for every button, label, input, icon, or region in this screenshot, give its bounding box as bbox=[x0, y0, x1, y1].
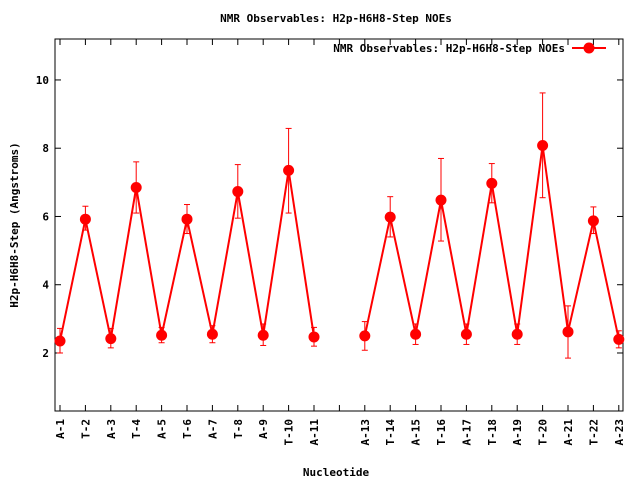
x-tick-label: T-16 bbox=[435, 419, 448, 446]
x-tick-label: A-7 bbox=[206, 419, 219, 439]
x-tick-label: T-4 bbox=[130, 419, 143, 439]
x-tick-label: A-13 bbox=[359, 419, 372, 446]
data-point bbox=[105, 333, 117, 345]
x-axis-label: Nucleotide bbox=[303, 466, 370, 479]
x-tick-label: A-11 bbox=[308, 419, 321, 446]
y-tick-label: 2 bbox=[42, 347, 49, 360]
data-point bbox=[181, 213, 193, 225]
data-point bbox=[206, 328, 218, 340]
plot-frame bbox=[54, 38, 624, 412]
x-tick-label: A-19 bbox=[511, 419, 524, 446]
x-tick-label: A-15 bbox=[410, 419, 423, 446]
data-point bbox=[460, 328, 472, 340]
data-point bbox=[54, 335, 66, 347]
y-tick-label: 4 bbox=[42, 279, 49, 292]
x-tick-label: A-1 bbox=[54, 419, 67, 439]
data-point bbox=[156, 329, 168, 341]
y-axis: 2 4 6 8 10 bbox=[36, 74, 623, 360]
x-tick-label: T-2 bbox=[79, 419, 92, 439]
y-tick-label: 8 bbox=[42, 142, 49, 155]
data-point bbox=[308, 331, 320, 343]
data-point bbox=[283, 164, 295, 176]
x-tick-label: A-9 bbox=[257, 419, 270, 439]
data-point bbox=[486, 177, 498, 189]
data-point bbox=[562, 326, 574, 338]
x-axis: A-1 T-2 A-3 T-4 A-5 T-6 A-7 T-8 A-9 T-10 A-11 A-13 T… bbox=[54, 39, 626, 446]
data-point bbox=[130, 181, 142, 193]
x-tick-label: A-3 bbox=[105, 419, 118, 439]
x-tick-label: T-18 bbox=[486, 419, 499, 446]
data-point bbox=[511, 328, 523, 340]
x-tick-label: T-6 bbox=[181, 419, 194, 439]
legend: NMR Observables: H2p-H6H8-Step NOEs bbox=[333, 42, 606, 55]
x-tick-label: T-20 bbox=[537, 419, 550, 446]
x-tick-label: A-17 bbox=[460, 419, 473, 446]
x-tick-label: A-21 bbox=[562, 419, 575, 446]
x-tick-label: T-22 bbox=[587, 419, 600, 446]
data-point bbox=[537, 139, 549, 151]
data-point bbox=[232, 186, 244, 198]
legend-label: NMR Observables: H2p-H6H8-Step NOEs bbox=[333, 42, 565, 55]
legend-marker-swatch bbox=[583, 42, 595, 54]
y-tick-label: 10 bbox=[36, 74, 49, 87]
data-point bbox=[257, 329, 269, 341]
y-tick-label: 6 bbox=[42, 210, 49, 223]
data-point bbox=[79, 213, 91, 225]
data-point bbox=[384, 211, 396, 223]
x-tick-label: T-8 bbox=[232, 419, 245, 439]
x-tick-label: A-5 bbox=[156, 419, 169, 439]
x-tick-label: T-14 bbox=[384, 419, 397, 446]
x-tick-label: A-23 bbox=[613, 419, 626, 446]
y-axis-label: H2p-H6H8-Step (Angstroms) bbox=[8, 142, 21, 308]
data-point bbox=[410, 328, 422, 340]
x-tick-label: T-10 bbox=[283, 419, 296, 446]
data-point bbox=[435, 194, 447, 206]
data-point bbox=[359, 330, 371, 342]
chart-title: NMR Observables: H2p-H6H8-Step NOEs bbox=[220, 12, 452, 25]
series-layer bbox=[54, 92, 625, 359]
data-point bbox=[613, 333, 625, 345]
data-point bbox=[587, 215, 599, 227]
series-line bbox=[59, 170, 315, 342]
